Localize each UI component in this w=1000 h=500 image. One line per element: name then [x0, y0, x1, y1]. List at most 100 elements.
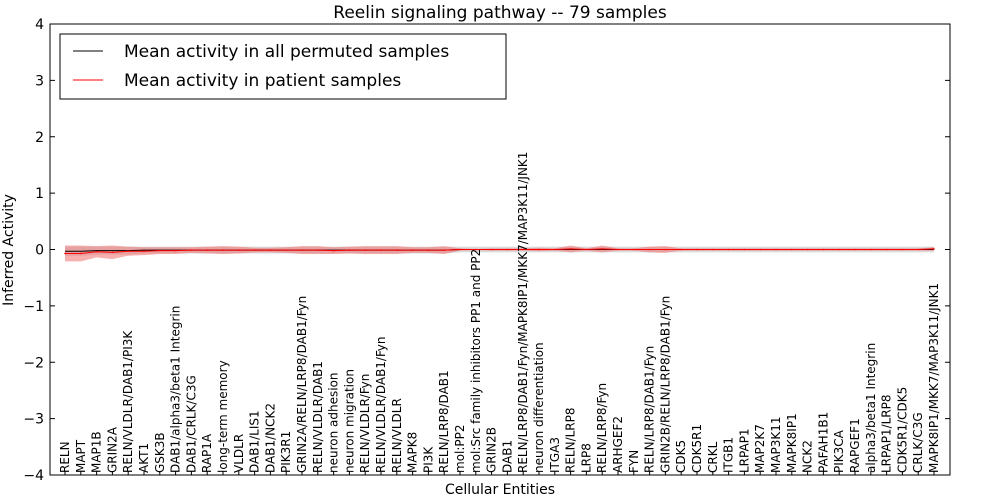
x-tick-label: MAPK8IP1/MKK7/MAP3K11/JNK1 — [927, 283, 941, 473]
x-tick-label: LRPAP1/LRP8 — [880, 394, 894, 473]
point-patient — [269, 249, 272, 251]
point-patient — [127, 250, 129, 252]
x-tick-label: ITGA3 — [548, 437, 562, 473]
x-tick-label: RAPGEF1 — [848, 418, 862, 473]
x-tick-label: mol:Src family inhibitors PP1 and PP2 — [469, 249, 483, 473]
x-tick-label: LRPAP1 — [737, 428, 751, 473]
point-patient — [190, 249, 193, 251]
point-patient — [585, 248, 588, 251]
y-tick-label: −3 — [23, 412, 44, 428]
point-patient — [64, 252, 66, 255]
line-series-1 — [65, 248, 935, 254]
x-tick-label: neuron migration — [342, 369, 356, 473]
x-tick-label: GRIN2B/RELN/LRP8/DAB1/Fyn — [658, 296, 672, 473]
y-tick-label: −1 — [23, 299, 44, 315]
x-tick-label: RELN/LRP8/Fyn — [595, 383, 609, 473]
y-tick-label: 0 — [35, 243, 44, 259]
point-patient — [348, 249, 351, 251]
point-patient — [633, 248, 635, 251]
point-patient — [411, 249, 414, 251]
point-patient — [443, 249, 446, 251]
x-tick-label: CDK5R1 — [690, 424, 704, 473]
x-tick-label: RELN/VLDLR/DAB1/Fyn — [374, 337, 388, 473]
point-patient — [332, 249, 335, 252]
legend-box — [59, 33, 507, 100]
point-patient — [775, 248, 777, 251]
point-patient — [822, 248, 825, 251]
x-axis-label: Cellular Entities — [445, 482, 555, 498]
point-patient — [364, 249, 367, 251]
point-patient — [554, 248, 556, 251]
x-tick-label: LRP8 — [579, 443, 593, 473]
point-patient — [617, 248, 619, 251]
point-patient — [696, 248, 698, 251]
point-patient — [743, 248, 746, 251]
point-patient — [380, 249, 382, 251]
point-patient — [285, 249, 288, 251]
point-patient — [569, 248, 572, 250]
chart-title: Reelin signaling pathway -- 79 samples — [333, 3, 667, 23]
point-patient — [301, 249, 303, 251]
point-patient — [933, 248, 935, 250]
y-tick-label: 3 — [35, 73, 44, 89]
point-patient — [648, 248, 651, 251]
x-tick-label: DAB1/LIS1 — [248, 410, 262, 473]
y-tick-label: −2 — [23, 355, 44, 371]
x-tick-label: RELN/VLDLR/DAB1/PI3K — [121, 330, 135, 473]
point-patient — [159, 249, 161, 252]
point-patient — [317, 249, 319, 251]
point-patient — [838, 248, 840, 251]
legend: Mean activity in all permuted samples Me… — [59, 33, 507, 100]
x-tick-label: RELN/VLDLR/DAB1 — [311, 361, 325, 473]
point-patient — [712, 248, 714, 251]
x-tick-label: PAFAH1B1 — [816, 412, 830, 473]
point-patient — [759, 248, 761, 251]
point-patient — [506, 248, 509, 251]
point-patient — [95, 250, 98, 253]
y-tick-label: 4 — [35, 17, 44, 33]
x-tick-label: mol:PP2 — [453, 424, 467, 473]
x-tick-label: GSK3B — [153, 432, 167, 473]
point-patient — [854, 248, 856, 251]
x-tick-label: MAP1B — [90, 431, 104, 473]
x-tick-label: ITGB1 — [722, 437, 736, 473]
x-tick-label: neuron adhesion — [327, 372, 341, 473]
x-tick-label: RAP1A — [200, 433, 214, 473]
point-patient — [680, 248, 682, 251]
point-patient — [396, 249, 398, 251]
x-tick-label: ARHGEF2 — [611, 416, 625, 473]
point-patient — [459, 248, 461, 251]
y-tick-label: 2 — [35, 130, 44, 146]
point-patient — [111, 251, 114, 254]
x-tick-label: RELN/LRP8/DAB1 — [437, 370, 451, 473]
x-tick-label: alpha3/beta1 Integrin — [864, 343, 878, 473]
x-tick-label: PIK3CA — [832, 429, 846, 473]
x-tick-label: PI3K — [421, 446, 435, 473]
x-tick-label: GRIN2A/RELN/LRP8/DAB1/Fyn — [295, 296, 309, 473]
point-patient — [174, 249, 177, 252]
x-tick-label: long-term memory — [216, 360, 230, 473]
point-patient — [806, 248, 809, 251]
y-tick-label: 1 — [35, 186, 44, 202]
x-tick-label: MAPT — [74, 439, 88, 473]
x-tick-label: CRLK/C3G — [911, 412, 925, 473]
x-tick-label: neuron differentiation — [532, 342, 546, 473]
point-patient — [791, 248, 793, 251]
point-patient — [870, 248, 872, 251]
point-patient — [80, 252, 82, 255]
legend-label-permuted: Mean activity in all permuted samples — [124, 42, 449, 62]
x-tick-label: CRKL — [706, 441, 720, 473]
point-patient — [238, 249, 240, 251]
point-patient — [538, 248, 540, 251]
x-tick-label: CDK5R1/CDK5 — [895, 387, 909, 473]
point-patient — [143, 250, 145, 252]
point-patient — [253, 249, 256, 251]
x-tick-label: MAP3K11 — [769, 416, 783, 473]
point-patient — [490, 248, 493, 251]
x-tick-label: FYN — [627, 450, 641, 473]
plot-area — [64, 245, 935, 262]
x-tick-label: MAP2K7 — [753, 424, 767, 473]
x-tick-label: RELN/LRP8/DAB1/Fyn — [643, 346, 657, 473]
x-tick-label: DAB1/CRLK/C3G — [184, 375, 198, 473]
x-tick-label: CDK5 — [674, 440, 688, 473]
